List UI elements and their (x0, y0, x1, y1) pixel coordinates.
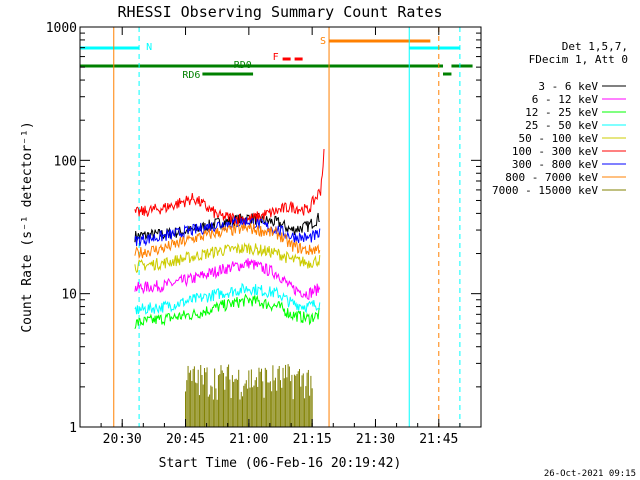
y-tick-label: 10 (61, 288, 77, 303)
x-axis-ticks: 20:30 20:45 21:00 21:15 21:30 21:45 (79, 27, 482, 447)
legend-label: 300 - 800 keV (512, 158, 598, 171)
legend-label: 7000 - 15000 keV (492, 184, 598, 197)
series-line-2 (134, 293, 321, 330)
vertical-markers-layer (79, 27, 461, 427)
series-layer (134, 148, 325, 427)
observing-flags-layer: N S F RD0 RD6 (80, 36, 473, 81)
x-tick-label: 21:00 (229, 432, 268, 447)
legend-label: 25 - 50 keV (525, 119, 598, 132)
flag-label-n: N (146, 42, 152, 53)
y-axis-label: Count Rate (s⁻¹ detector⁻¹) (20, 121, 35, 332)
flag-label-f: F (273, 52, 279, 63)
legend-header-line-2: FDecim 1, Att 0 (529, 53, 628, 66)
legend-label: 6 - 12 keV (532, 93, 599, 106)
series-line-7 (134, 223, 321, 260)
y-axis-ticks: 1 10 100 1000 (46, 21, 481, 436)
series-line-6 (134, 215, 321, 247)
y-tick-label: 100 (54, 154, 77, 169)
x-tick-label: 21:45 (419, 432, 458, 447)
x-tick-label: 20:30 (103, 432, 142, 447)
series-line-3 (134, 282, 321, 315)
series-line-5 (134, 148, 325, 226)
series-line-4 (134, 242, 321, 273)
x-axis-label: Start Time (06-Feb-16 20:19:42) (159, 456, 402, 471)
y-tick-label: 1000 (46, 21, 77, 36)
flag-label-rd0: RD0 (234, 60, 252, 71)
x-tick-label: 21:15 (293, 432, 332, 447)
legend-label: 800 - 7000 keV (505, 171, 598, 184)
x-tick-label: 21:30 (356, 432, 395, 447)
plot-frame (79, 26, 482, 428)
legend-label: 100 - 300 keV (512, 145, 598, 158)
x-tick-label: 20:45 (166, 432, 205, 447)
flag-label-s: S (320, 36, 326, 47)
legend-label: 50 - 100 keV (519, 132, 599, 145)
flag-label-rd6: RD6 (182, 70, 200, 81)
y-tick-label: 1 (69, 421, 77, 436)
legend-header-line-1: Det 1,5,7, (562, 40, 628, 53)
legend-label: 12 - 25 keV (525, 106, 598, 119)
legend-label: 3 - 6 keV (538, 80, 598, 93)
chart-title: RHESSI Observing Summary Count Rates (117, 3, 442, 21)
timestamp: 26-Oct-2021 09:15 (544, 469, 636, 479)
series-line-1 (134, 258, 321, 300)
